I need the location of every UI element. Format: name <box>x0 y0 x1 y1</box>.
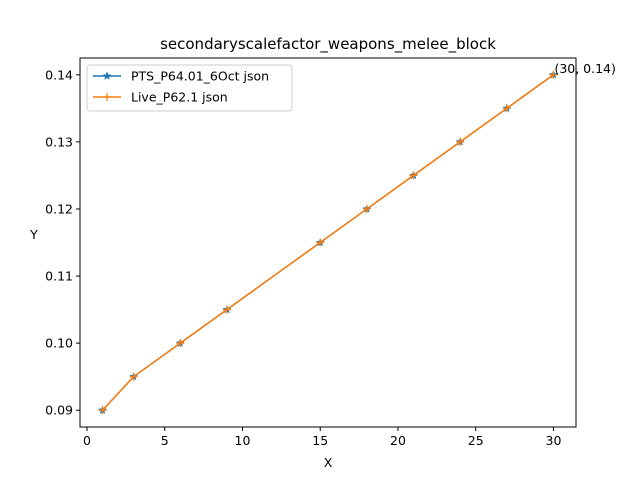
legend-box <box>86 64 293 112</box>
point-annotation: (30, 0.14) <box>554 61 615 76</box>
data-point <box>222 305 231 314</box>
plot-frame <box>79 57 577 428</box>
data-point <box>316 238 325 247</box>
data-point <box>456 137 465 146</box>
y-tick-label: 0.12 <box>45 201 73 216</box>
x-tick-label: 5 <box>161 433 169 448</box>
chart-title: secondaryscalefactor_weapons_melee_block <box>160 35 496 54</box>
data-point <box>362 204 371 213</box>
data-point <box>549 70 558 79</box>
x-axis-label: X <box>324 455 333 470</box>
y-tick-label: 0.14 <box>45 67 73 82</box>
data-point <box>129 372 138 381</box>
data-point <box>98 406 107 415</box>
legend-label-pts: PTS_P64.01_6Oct json <box>131 69 269 84</box>
series-line <box>101 74 554 411</box>
data-point <box>409 171 418 180</box>
y-tick-label: 0.10 <box>45 336 73 351</box>
data-point <box>502 104 511 113</box>
x-tick-label: 10 <box>235 433 251 448</box>
ticks-layer: 0 5 10 15 20 25 30 0.09 0.10 0.11 0.12 0.13 0.14 <box>45 67 561 448</box>
x-tick-label: 25 <box>468 433 484 448</box>
y-tick-label: 0.13 <box>45 134 73 149</box>
legend-marker-plus <box>103 93 111 101</box>
data-point <box>176 339 185 348</box>
legend-marker-star <box>102 71 112 80</box>
series-layer <box>98 70 558 415</box>
legend: PTS_P64.01_6Oct json Live_P62.1 json <box>86 64 293 112</box>
x-tick-label: 20 <box>390 433 406 448</box>
legend-label-live: Live_P62.1 json <box>131 90 228 105</box>
x-tick-label: 30 <box>546 433 562 448</box>
y-tick-label: 0.09 <box>45 403 73 418</box>
series-2 <box>98 70 558 415</box>
y-tick-label: 0.11 <box>45 269 73 284</box>
annotation-layer: (30, 0.14) <box>554 61 615 76</box>
x-tick-label: 0 <box>83 433 91 448</box>
x-tick-label: 15 <box>312 433 328 448</box>
y-axis-label: Y <box>29 227 38 242</box>
